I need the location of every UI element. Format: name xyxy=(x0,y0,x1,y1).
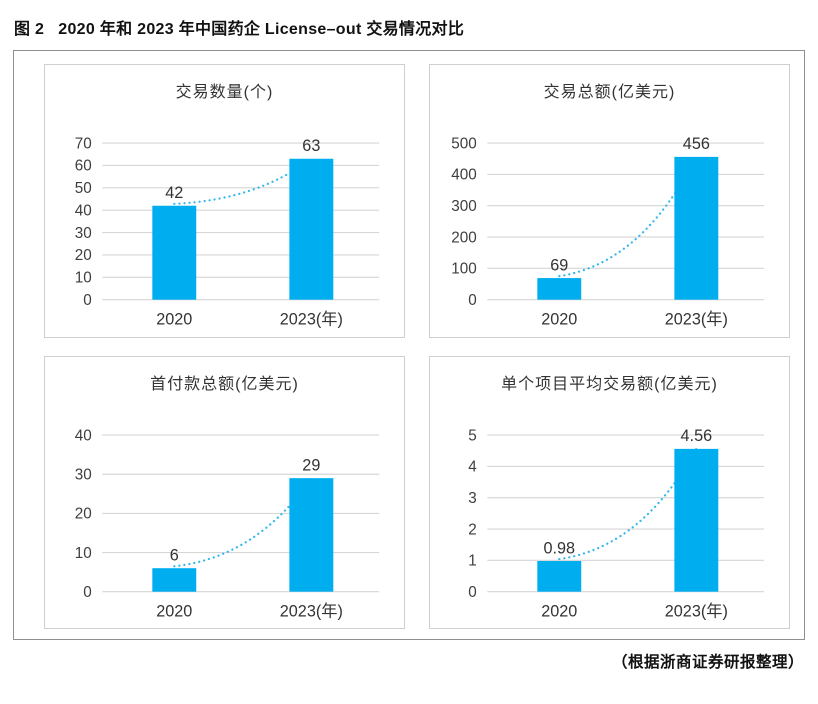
chart-panel-avg-deal-value: 单个项目平均交易额(亿美元) 0 1 2 3 4 5 0.98 2020 4.56 2023(年) xyxy=(429,355,790,629)
bar-2020 xyxy=(537,560,582,592)
bar-value-label: 4.56 xyxy=(681,427,713,445)
y-tick-label: 500 xyxy=(451,135,476,152)
y-tick-label: 40 xyxy=(75,427,92,444)
y-tick-label: 20 xyxy=(75,247,92,264)
bar-2023(年) xyxy=(289,477,334,592)
source-note: （根据浙商证券研报整理） xyxy=(611,654,804,671)
y-tick-label: 200 xyxy=(451,229,476,246)
bar-2023(年) xyxy=(674,156,719,300)
y-tick-label: 100 xyxy=(451,261,476,278)
bar-2020 xyxy=(152,567,197,592)
x-tick-label: 2023(年) xyxy=(665,602,728,620)
bar-value-label: 456 xyxy=(683,135,710,153)
figure-number-label: 图 2 xyxy=(14,21,45,38)
bar-2023(年) xyxy=(289,158,334,300)
y-tick-label: 50 xyxy=(75,180,92,197)
y-tick-label: 0 xyxy=(468,583,477,600)
bar-value-label: 0.98 xyxy=(543,539,575,557)
y-tick-label: 2 xyxy=(468,521,477,538)
y-tick-label: 20 xyxy=(75,505,92,522)
chart-title-deal-count: 交易数量(个) xyxy=(175,84,274,101)
y-tick-label: 70 xyxy=(75,135,92,152)
y-tick-label: 3 xyxy=(468,489,477,506)
bar-value-label: 63 xyxy=(302,137,320,155)
y-tick-label: 60 xyxy=(75,158,92,175)
x-tick-label: 2020 xyxy=(541,602,577,620)
bar-chart-deal-count: 0 10 20 30 40 50 60 70 42 2020 63 2023(年) xyxy=(75,135,380,329)
x-tick-label: 2020 xyxy=(156,602,192,620)
chart-title-upfront-payment: 首付款总额(亿美元) xyxy=(150,375,299,393)
y-tick-label: 300 xyxy=(451,198,476,215)
bar-value-label: 6 xyxy=(170,546,179,564)
x-tick-label: 2020 xyxy=(541,311,577,329)
bar-2020 xyxy=(537,278,582,300)
bar-value-label: 29 xyxy=(302,456,320,474)
chart-panel-upfront-payment: 首付款总额(亿美元) 0 10 20 30 40 6 2020 29 2023(年) xyxy=(44,355,405,629)
chart-title-total-value: 交易总额(亿美元) xyxy=(543,84,676,101)
bar-2020 xyxy=(152,205,197,300)
y-tick-label: 0 xyxy=(83,292,91,309)
y-tick-label: 0 xyxy=(83,583,91,600)
bar-chart-upfront-payment: 0 10 20 30 40 6 2020 29 2023(年) xyxy=(75,427,380,620)
figure-title-text: 2020 年和 2023 年中国药企 License–out 交易情况对比 xyxy=(58,21,465,38)
chart-panel-total-value: 交易总额(亿美元) 0 100 200 300 400 500 69 2020 456 2023(… xyxy=(429,64,790,338)
bar-value-label: 69 xyxy=(550,256,568,274)
y-tick-label: 5 xyxy=(468,427,477,444)
x-tick-label: 2023(年) xyxy=(665,311,728,329)
bar-value-label: 42 xyxy=(165,184,183,202)
bar-chart-avg-deal-value: 0 1 2 3 4 5 0.98 2020 4.56 2023(年) xyxy=(468,427,765,620)
y-tick-label: 10 xyxy=(75,270,92,287)
x-tick-label: 2023(年) xyxy=(280,602,343,620)
y-tick-label: 4 xyxy=(468,458,477,475)
bar-chart-total-value: 0 100 200 300 400 500 69 2020 456 2023(年) xyxy=(451,135,765,329)
figure-title: 图 2 2020 年和 2023 年中国药企 License–out 交易情况对比 xyxy=(14,15,805,39)
y-tick-label: 10 xyxy=(75,544,92,561)
y-tick-label: 1 xyxy=(468,552,477,569)
chart-title-avg-deal-value: 单个项目平均交易额(亿美元) xyxy=(501,375,718,393)
x-tick-label: 2020 xyxy=(156,311,192,329)
chart-panel-deal-count: 交易数量(个) 0 10 20 30 40 50 60 70 42 2020 63 2023(年) xyxy=(44,64,405,338)
y-tick-label: 0 xyxy=(468,292,477,309)
y-tick-label: 30 xyxy=(75,466,92,483)
figure-box: 交易数量(个) 0 10 20 30 40 50 60 70 42 2020 63 2023(年) 交… xyxy=(13,50,805,640)
y-tick-label: 400 xyxy=(451,167,476,184)
y-tick-label: 40 xyxy=(75,202,92,219)
y-tick-label: 30 xyxy=(75,225,92,242)
x-tick-label: 2023(年) xyxy=(280,311,343,329)
bar-2023(年) xyxy=(674,448,719,592)
